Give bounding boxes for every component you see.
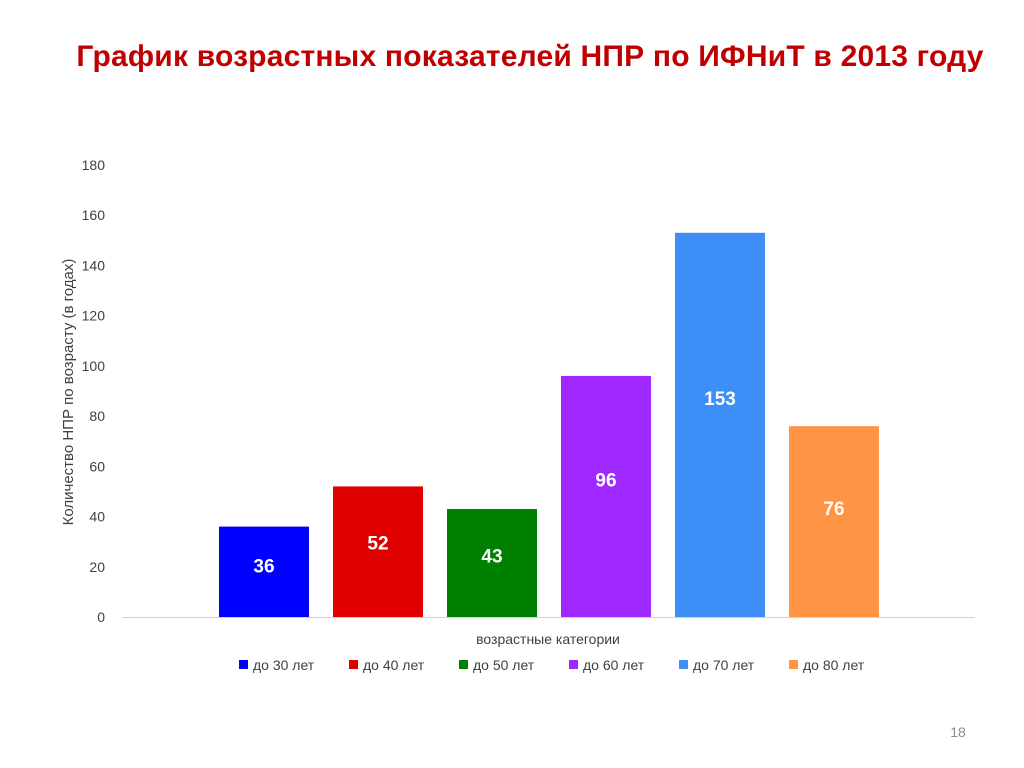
legend-label: до 40 лет xyxy=(363,657,425,673)
y-tick-label: 60 xyxy=(89,458,105,474)
y-tick-label: 0 xyxy=(97,609,105,625)
slide-title: График возрастных показателей НПР по ИФН… xyxy=(76,40,984,73)
bars-group xyxy=(219,232,879,618)
legend-swatch xyxy=(569,660,578,669)
bar-6 xyxy=(789,426,879,617)
y-tick-label: 20 xyxy=(89,559,105,575)
legend-swatch xyxy=(459,660,468,669)
legend-label: до 60 лет xyxy=(583,657,645,673)
y-tick-label: 80 xyxy=(89,408,105,424)
bar-value-label: 43 xyxy=(481,546,502,567)
x-axis-label: возрастные категории xyxy=(476,631,620,647)
slide-number: 18 xyxy=(950,724,966,740)
legend-swatch xyxy=(239,660,248,669)
legend-swatch xyxy=(789,660,798,669)
y-tick-label: 140 xyxy=(82,257,106,273)
bar-3 xyxy=(447,509,537,617)
y-tick-label: 120 xyxy=(82,308,106,324)
bar-2 xyxy=(333,486,423,617)
y-axis-label: Количество НПР по возрасту (в годах) xyxy=(60,259,77,526)
bar-chart: 0 20 40 60 80 100 120 140 160 180 36 52 43 96 153 76 К… xyxy=(60,157,975,673)
bar-value-label: 153 xyxy=(704,389,736,410)
y-tick-label: 100 xyxy=(82,358,106,374)
bar-5 xyxy=(675,232,765,618)
y-tick-label: 180 xyxy=(82,157,106,173)
bar-4 xyxy=(561,375,651,617)
legend-swatch xyxy=(679,660,688,669)
bar-value-label: 36 xyxy=(253,556,274,577)
legend-label: до 50 лет xyxy=(473,657,535,673)
bar-value-label: 96 xyxy=(595,471,616,492)
legend-label: до 30 лет xyxy=(253,657,315,673)
bar-value-label: 52 xyxy=(367,534,388,555)
y-axis-ticks: 0 20 40 60 80 100 120 140 160 180 xyxy=(82,157,106,625)
y-tick-label: 160 xyxy=(82,207,106,223)
legend-swatch xyxy=(349,660,358,669)
legend: до 30 лет до 40 лет до 50 лет до 60 лет до 7… xyxy=(239,657,865,673)
legend-label: до 70 лет xyxy=(693,657,755,673)
y-tick-label: 40 xyxy=(89,509,105,525)
bar-value-label: 76 xyxy=(823,499,844,520)
legend-label: до 80 лет xyxy=(803,657,865,673)
bar-1 xyxy=(219,526,309,617)
data-labels-group: 36 52 43 96 153 76 xyxy=(253,389,844,577)
